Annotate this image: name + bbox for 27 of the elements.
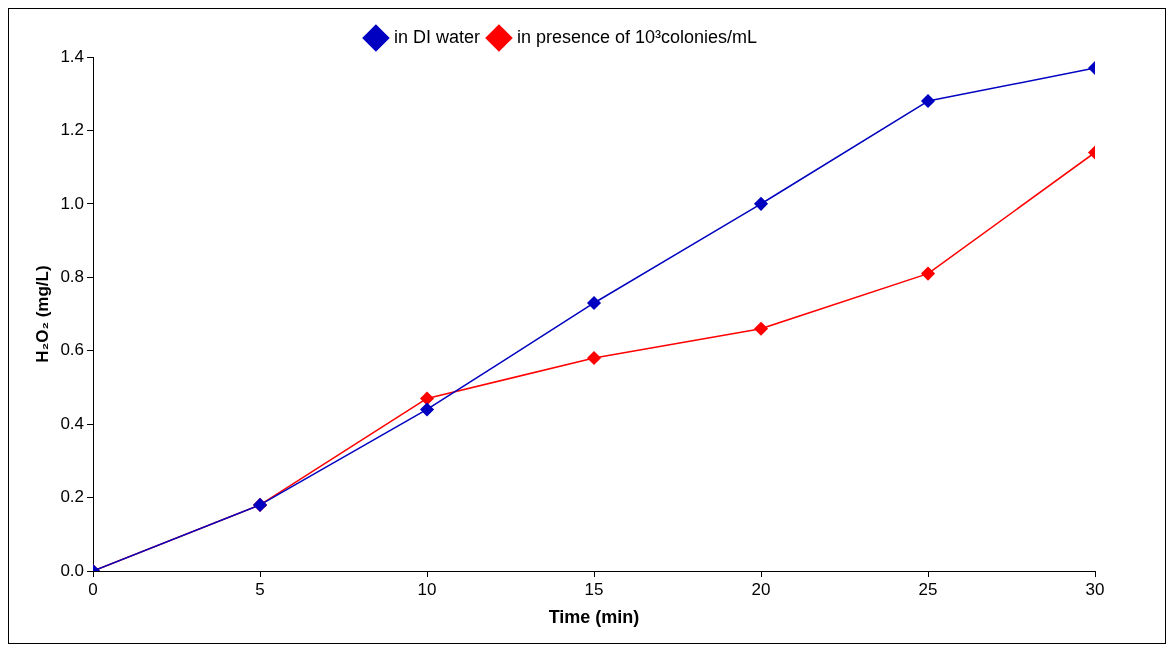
x-tick-label: 15 [584, 579, 604, 599]
y-tick-label: 0.6 [60, 340, 85, 360]
legend-label: in DI water [393, 26, 480, 47]
point [587, 296, 601, 310]
point [754, 197, 768, 211]
y-tick-label: 0.2 [60, 487, 85, 507]
x-axis-title: Time (min) [548, 607, 640, 628]
point [921, 266, 935, 281]
y-tick-label: 1.2 [60, 120, 85, 140]
y-tick-label: 0.0 [60, 560, 85, 580]
y-tick-label: 1.4 [60, 46, 85, 66]
x-tick-label: 0 [88, 579, 98, 599]
x-tick-label: 30 [1085, 579, 1105, 599]
point [420, 391, 434, 406]
x-tick-label: 25 [918, 579, 938, 599]
y-tick-label: 1.0 [60, 193, 85, 213]
y-tick-label: 0.8 [60, 266, 85, 286]
y-axis-title: H₂O₂ (mg/L) [32, 265, 52, 363]
point [420, 402, 434, 417]
point [587, 351, 601, 365]
x-tick-label: 10 [417, 579, 437, 599]
point [921, 94, 935, 108]
y-tick-label: 0.4 [60, 413, 85, 433]
x-tick-label: 20 [751, 579, 771, 599]
x-tick-label: 5 [255, 579, 265, 599]
legend-label: in presence of 10³colonies/mL [516, 26, 758, 47]
point [754, 321, 768, 336]
